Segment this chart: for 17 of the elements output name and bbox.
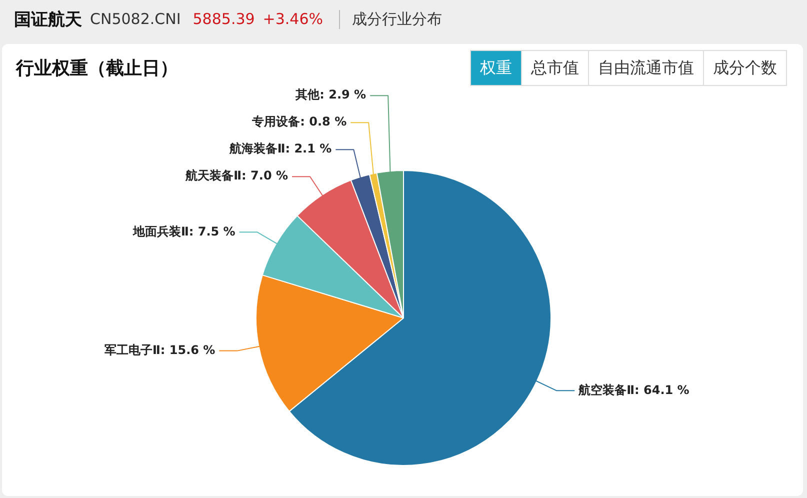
slice-label: 其他: 2.9 %	[294, 88, 366, 102]
slice-label: 航海装备Ⅱ: 2.1 %	[228, 142, 332, 156]
text: 5885.39	[192, 10, 255, 28]
slice-label: 航空装备Ⅱ: 64.1 %	[578, 382, 690, 397]
slice-label: 军工电子Ⅱ: 15.6 %	[104, 342, 216, 357]
chart-subtitle: 行业权重（截止日）	[16, 57, 178, 80]
text: +3.46%	[262, 10, 324, 28]
slice-label: 专用设备: 0.8 %	[251, 114, 347, 129]
text: 自由流通市值	[588, 51, 703, 85]
text: 权重	[471, 51, 521, 85]
chart-title: 国证航天	[14, 8, 82, 30]
slice-label: 航天装备Ⅱ: 7.0 %	[184, 168, 288, 183]
slice-label: 地面兵装Ⅱ: 7.5 %	[132, 224, 236, 238]
text: 总市值	[521, 51, 588, 85]
text: 成分行业分布	[339, 10, 442, 28]
text: 成分个数	[703, 51, 786, 85]
text: CN5082.CNI	[90, 10, 181, 28]
